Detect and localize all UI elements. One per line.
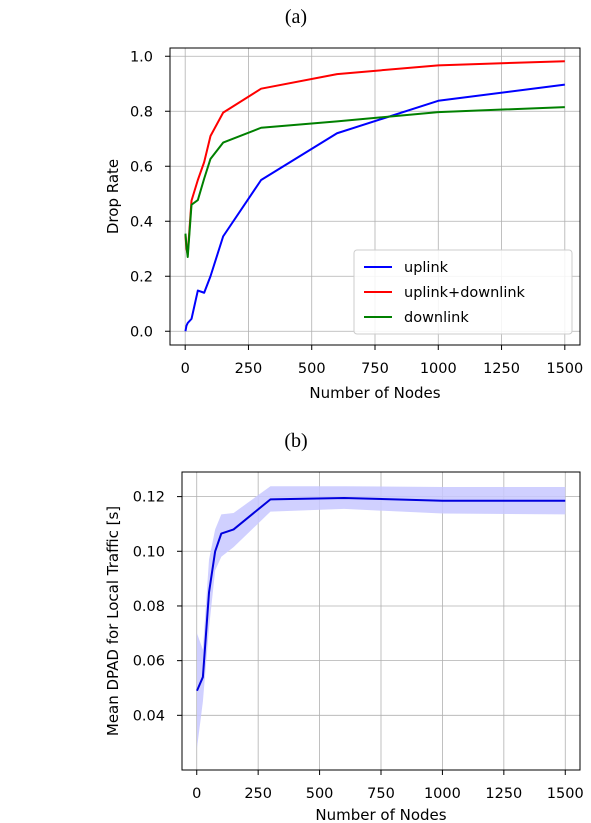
x-tick-label: 500 (298, 361, 326, 377)
y-tick-label: 0.10 (133, 544, 165, 560)
panel-a-label: (a) (284, 6, 308, 28)
y-axis-label: Mean DPAD for Local Traffic [s] (104, 506, 122, 736)
x-tick-label: 250 (244, 786, 272, 802)
series-line-downlink (184, 106, 565, 258)
y-tick-label: 0.0 (130, 324, 153, 340)
y-tick-label: 0.04 (133, 708, 165, 724)
x-tick-label: 750 (367, 786, 395, 802)
y-tick-label: 0.08 (133, 599, 165, 615)
y-tick-label: 0.8 (130, 104, 153, 120)
y-axis-label: Drop Rate (104, 159, 122, 234)
x-tick-label: 1500 (547, 786, 584, 802)
y-tick-label: 0.4 (130, 214, 153, 230)
panel-b-label: (b) (284, 430, 308, 452)
x-tick-label: 500 (306, 786, 334, 802)
x-tick-label: 1000 (424, 786, 461, 802)
legend-label: uplink (404, 260, 449, 276)
y-tick-label: 0.6 (130, 159, 153, 175)
y-tick-label: 0.2 (130, 269, 153, 285)
x-tick-label: 1250 (483, 361, 520, 377)
x-axis-label: Number of Nodes (309, 384, 440, 402)
x-axis-label: Number of Nodes (315, 806, 446, 823)
legend-box (353, 249, 573, 335)
series-line-uplink (184, 83, 565, 332)
y-tick-label: 0.12 (133, 490, 165, 506)
confidence-band (196, 486, 566, 749)
chart-b: 0 250 500 750 1000 1250 1500 0.04 0.06 0.08 0.10 0.… (104, 471, 584, 823)
x-tick-label: 0 (192, 786, 201, 802)
x-tick-label: 1250 (485, 786, 522, 802)
legend-label: downlink (404, 310, 469, 326)
chart-a: 0 250 500 750 1000 1250 1500 0.0 0.2 0.4 0.6 0.8 1.0… (104, 47, 583, 402)
x-tick-label: 1500 (546, 361, 583, 377)
y-tick-label: 1.0 (130, 49, 153, 65)
y-tick-label: 0.06 (133, 654, 165, 670)
x-tick-label: 0 (181, 361, 190, 377)
x-tick-label: 250 (235, 361, 263, 377)
x-tick-label: 1000 (420, 361, 457, 377)
series-line (196, 496, 566, 692)
legend-label: uplink+downlink (404, 285, 526, 301)
x-tick-label: 750 (361, 361, 389, 377)
